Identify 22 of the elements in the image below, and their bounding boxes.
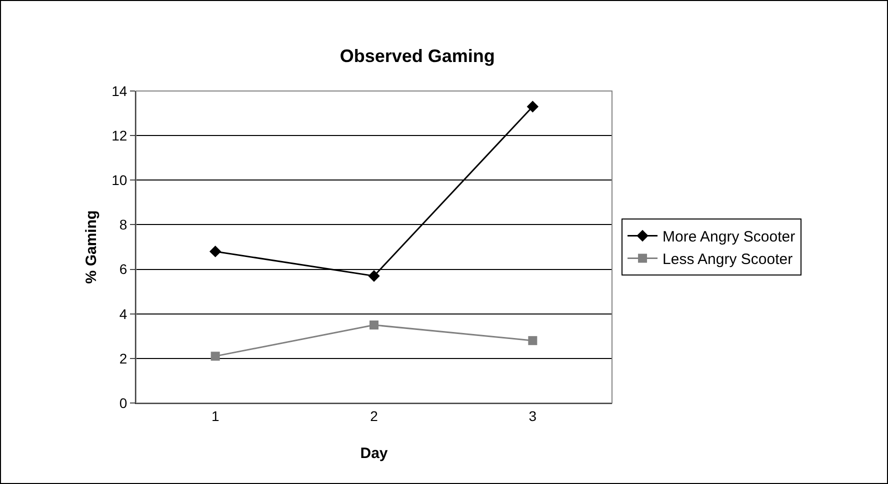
y-axis-title: % Gaming xyxy=(83,210,100,284)
y-tick-label: 6 xyxy=(119,261,128,278)
y-tick-label: 14 xyxy=(112,82,128,99)
chart-title: Observed Gaming xyxy=(340,46,495,66)
legend-label: Less Angry Scooter xyxy=(662,251,793,268)
y-tick-label: 2 xyxy=(119,350,128,366)
y-tick-label: 0 xyxy=(119,394,128,411)
x-tick-label: 3 xyxy=(528,408,537,424)
x-axis-title: Day xyxy=(360,445,388,462)
point xyxy=(209,246,222,258)
y-tick-label: 4 xyxy=(119,306,128,322)
x-tick-label: 2 xyxy=(370,408,378,424)
point xyxy=(210,352,220,361)
point xyxy=(528,336,538,346)
point xyxy=(526,100,539,112)
x-tick-label: 1 xyxy=(211,408,220,424)
point xyxy=(370,320,378,330)
point xyxy=(368,270,380,282)
legend-label: More Angry Scooter xyxy=(662,228,796,246)
y-tick-label: 10 xyxy=(112,172,128,188)
y-tick-label: 12 xyxy=(112,127,128,144)
y-tick-label: 8 xyxy=(119,216,128,233)
